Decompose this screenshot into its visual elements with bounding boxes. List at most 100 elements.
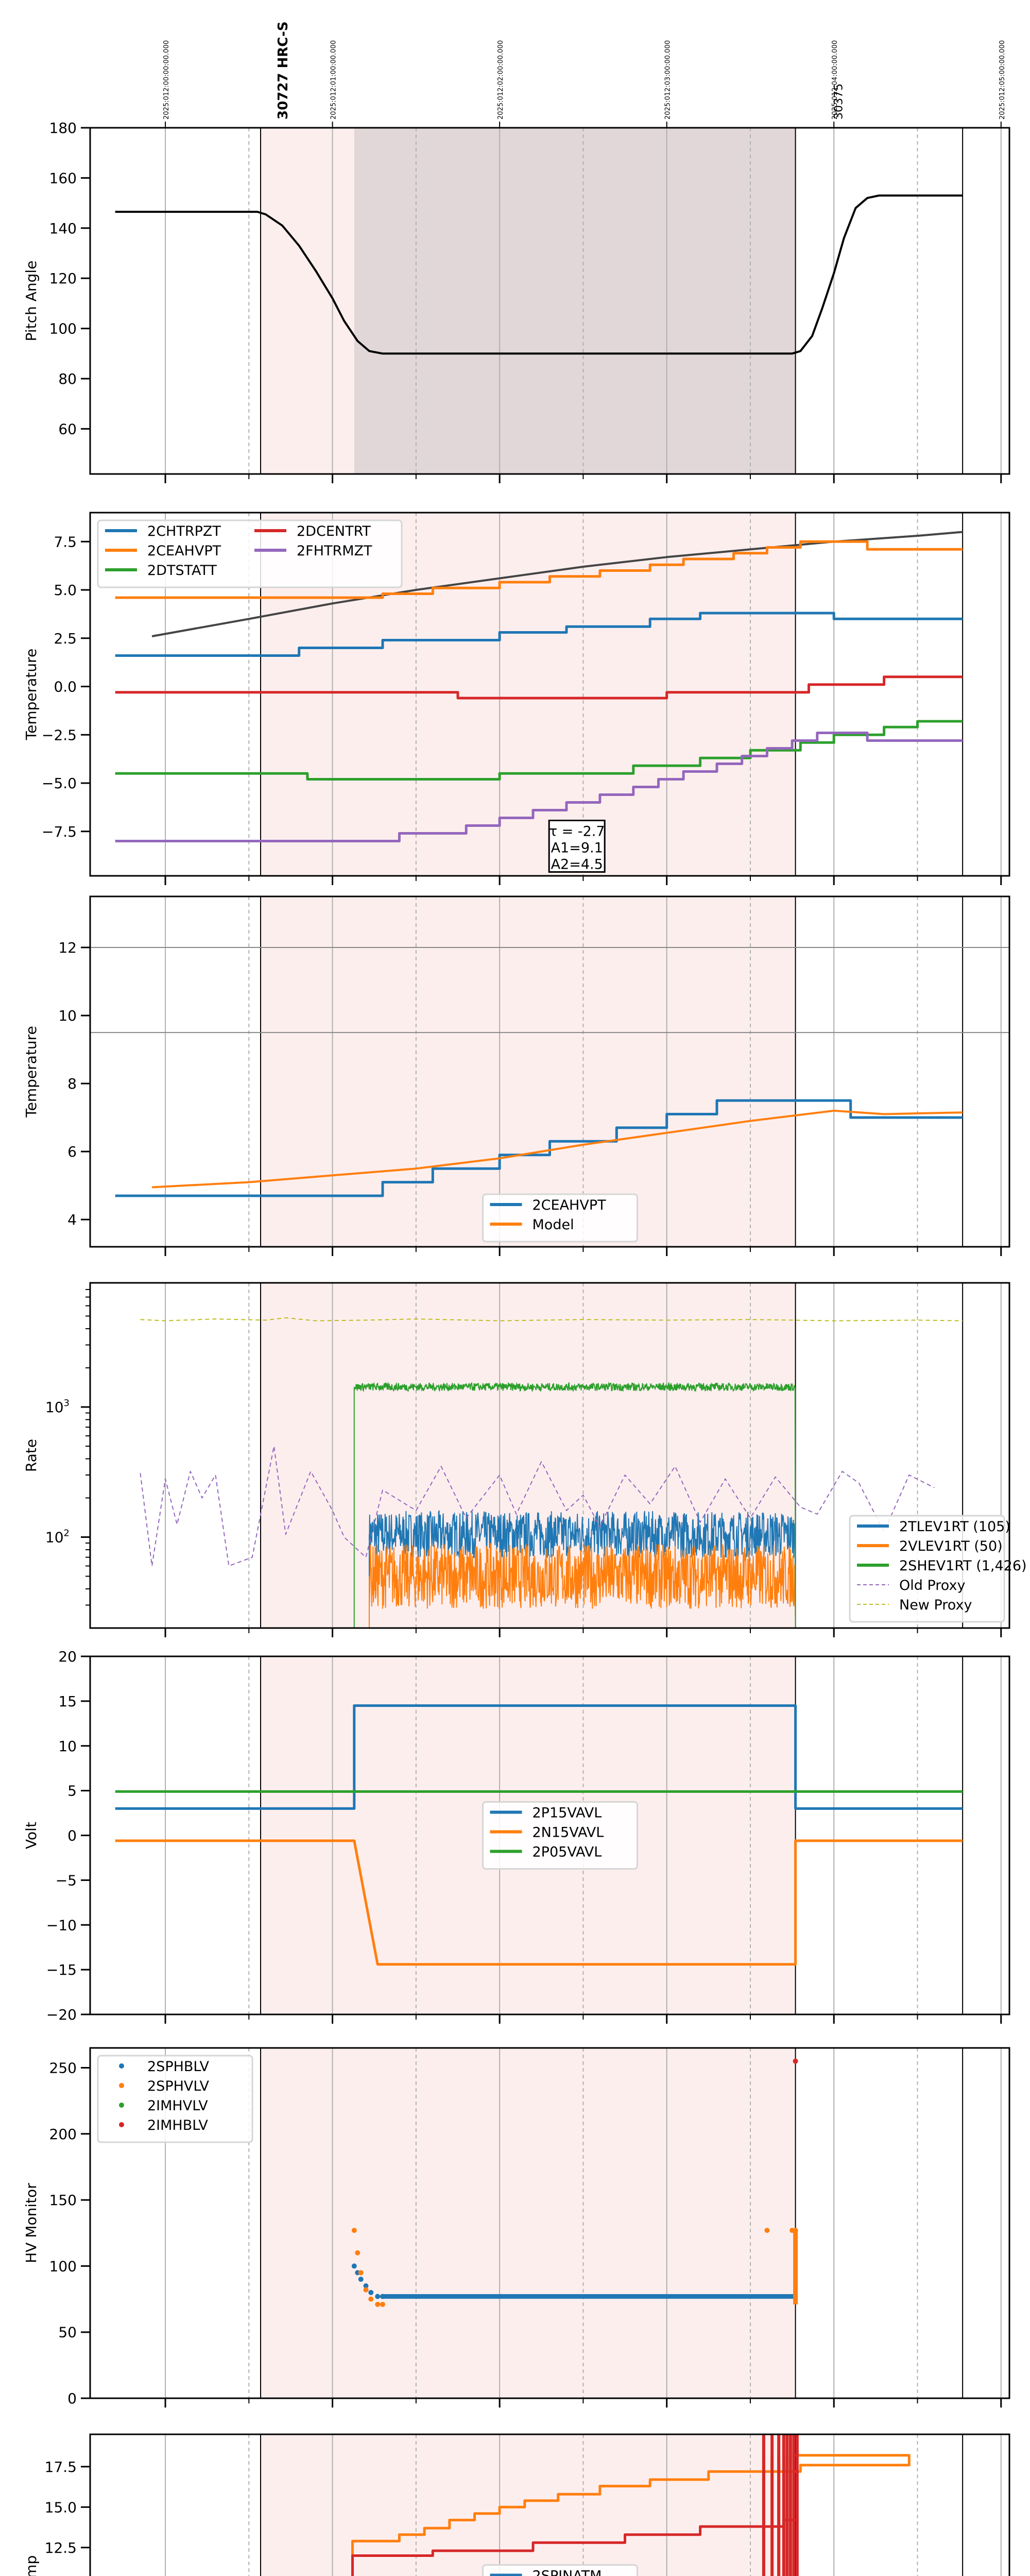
legend-label: 2IMHVLV xyxy=(147,2098,208,2114)
legend-frame xyxy=(97,519,403,588)
series-2CEAHVPT xyxy=(115,1099,963,1197)
legend: 2SPINATM2SPHVATM2IMINATM2IMHVATM xyxy=(482,2564,638,2576)
series-Model xyxy=(151,1109,963,1189)
y-axis-label: Pitch Angle xyxy=(23,261,40,342)
y-tick-label: 160 xyxy=(49,170,77,187)
legend: 2CEAHVPT Model xyxy=(482,1193,638,1243)
y-tick-label: 120 xyxy=(49,270,77,287)
axes-frame xyxy=(89,1282,1010,1629)
plot-area xyxy=(165,2434,1002,2576)
legend: 2CHTRPZT 2CEAHVPT 2DTSTATT 2DCENTRT 2FHTRMZT xyxy=(97,519,403,588)
obsid-label: 30727 HRC-S xyxy=(276,22,291,120)
point-2SPHBLV xyxy=(368,2290,374,2295)
legend-marker xyxy=(119,2103,124,2108)
axes-frame xyxy=(89,2047,1010,2399)
point-2SPHVLV xyxy=(368,2296,374,2302)
y-tick-label: 15 xyxy=(58,1693,77,1710)
plot-area xyxy=(90,896,1009,1247)
point-2SPHBLV xyxy=(358,2277,364,2282)
y-tick-label: −15 xyxy=(46,1961,77,1978)
y-tick-label: 0 xyxy=(67,1827,77,1844)
legend-label: 2IMHBLV xyxy=(147,2117,208,2133)
annotation-text: τ = -2.7 xyxy=(549,824,605,840)
point-2SPHVLV xyxy=(793,2228,798,2233)
y-tick-label: 140 xyxy=(49,220,77,237)
series-2DCENTRT xyxy=(115,675,963,700)
panel-temperature-model: 4 6 8 10 12 Temperature 2CEAHVPT Model xyxy=(23,895,1010,1256)
y-tick-label: 50 xyxy=(58,2324,77,2341)
series-2CHTRPZT xyxy=(115,612,963,657)
legend-label: New Proxy xyxy=(899,1597,972,1613)
legend-label: 2TLEV1RT (105) xyxy=(899,1519,1010,1535)
series-Old Proxy xyxy=(140,1446,935,1567)
legend-frame xyxy=(849,1515,1005,1623)
axes-frame xyxy=(89,2433,1010,2576)
series-2DTSTATT xyxy=(115,720,963,781)
legend-label: 2CHTRPZT xyxy=(147,523,221,539)
y-tick-label: 8 xyxy=(67,1075,77,1092)
point-2SPHVLV xyxy=(764,2228,770,2233)
series-2CEAHVPT xyxy=(115,540,963,599)
y-axis-label: Temperature xyxy=(23,1026,40,1117)
legend-label: 2P15VAVL xyxy=(533,1805,602,1821)
legend-frame xyxy=(97,2055,253,2143)
top-timestamp-label: 2025:012:01:00:00.000 xyxy=(330,40,338,120)
y-tick-label: 103 xyxy=(45,1398,70,1416)
series-New Proxy xyxy=(140,1317,963,1321)
point-2SPHBLV xyxy=(375,2294,381,2299)
obsid-label: 30375 xyxy=(833,83,846,120)
y-tick-label: 100 xyxy=(49,2258,77,2275)
legend-label: 2FHTRMZT xyxy=(297,543,372,559)
legend-label: 2SHEV1RT (1,426) xyxy=(899,1558,1027,1574)
series-2SHEV1RT xyxy=(353,1381,796,1628)
point-2SPHVLV xyxy=(363,2287,369,2293)
legend: 2TLEV1RT (105) 2VLEV1RT (50) 2SHEV1RT (1,4… xyxy=(849,1515,1027,1623)
top-timestamp-label: 2025:012:05:00:00.000 xyxy=(999,40,1006,120)
legend-label: 2SPHBLV xyxy=(147,2059,210,2075)
series-2SPHVATM xyxy=(351,2454,911,2576)
y-tick-label: −10 xyxy=(46,1917,77,1934)
y-axis-label: Detector Temp xyxy=(23,2555,40,2576)
legend: 2P15VAVL 2N15VAVL 2P05VAVL xyxy=(482,1801,638,1870)
y-tick-label: 12.5 xyxy=(45,2539,77,2556)
axes-frame xyxy=(89,512,1010,877)
series-2N15VAVL xyxy=(115,1839,963,1966)
annotation-text: A2=4.5 xyxy=(551,857,603,873)
legend-label: 2DTSTATT xyxy=(147,563,217,579)
legend-label: 2DCENTRT xyxy=(297,523,371,539)
observation-shade xyxy=(261,896,796,1247)
point-2SPHVLV xyxy=(355,2250,360,2256)
series-Pitch xyxy=(115,194,963,355)
legend-marker xyxy=(119,2063,124,2069)
y-tick-label: −7.5 xyxy=(42,823,77,840)
y-tick-label: 80 xyxy=(58,370,77,387)
legend-label: 2SPINATM xyxy=(533,2568,602,2576)
y-tick-label: −5.0 xyxy=(42,775,77,792)
y-axis-label: HV Monitor xyxy=(23,2183,40,2263)
legend-label: 2VLEV1RT (50) xyxy=(899,1538,1003,1554)
legend-label: Model xyxy=(533,1217,574,1233)
plot-area xyxy=(165,2048,1002,2398)
y-tick-label: 250 xyxy=(49,2059,77,2076)
series-2TLEV1RT xyxy=(368,1510,796,1628)
point-2SPHBLV xyxy=(351,2263,357,2269)
axes-frame xyxy=(89,127,1010,475)
y-tick-label: 5.0 xyxy=(54,582,77,599)
y-tick-label: 10 xyxy=(58,1007,77,1024)
y-tick-label: 4 xyxy=(67,1211,77,1228)
y-tick-label: 10 xyxy=(58,1738,77,1755)
y-tick-label: 102 xyxy=(45,1528,70,1546)
legend-label: Old Proxy xyxy=(899,1578,965,1594)
y-tick-label: 0 xyxy=(67,2390,77,2407)
y-tick-label: 5 xyxy=(67,1783,77,1800)
legend-label: 2P05VAVL xyxy=(533,1844,602,1860)
y-tick-label: 60 xyxy=(58,420,77,437)
legend-frame xyxy=(482,2564,638,2576)
pitch-dark-shade xyxy=(354,128,796,474)
top-timestamp-label: 2025:012:03:00:00.000 xyxy=(664,40,672,120)
y-axis-label: Temperature xyxy=(23,649,40,740)
legend-label: 2SPHVLV xyxy=(147,2078,209,2094)
y-tick-label: 2.5 xyxy=(54,630,77,647)
